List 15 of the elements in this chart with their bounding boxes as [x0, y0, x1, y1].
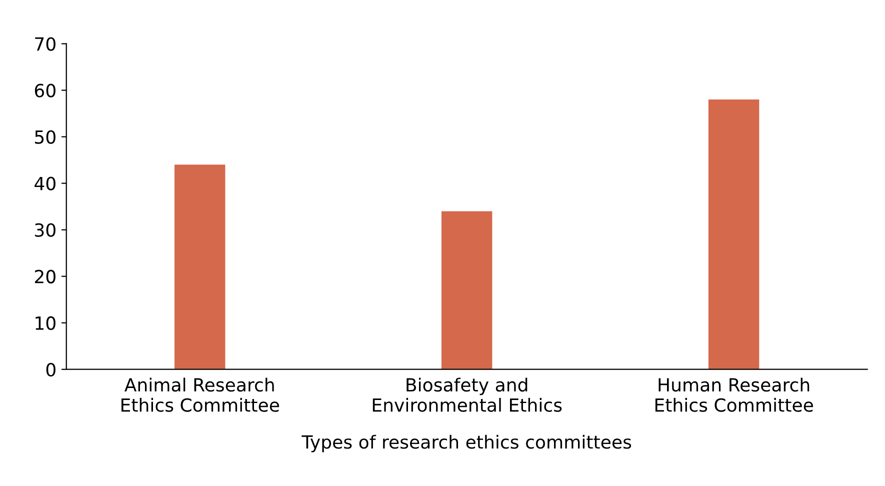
- x-tick-label: Animal Research Ethics Committee: [122, 378, 280, 412]
- y-tick-label: 50: [35, 130, 56, 144]
- y-tick-label: 0: [46, 362, 56, 376]
- bar: [708, 100, 760, 370]
- x-tick-label: Human Research Ethics Committee: [655, 378, 813, 412]
- x-tick-label: Biosafety and Environmental Ethics: [372, 378, 562, 412]
- y-tick-label: 60: [34, 84, 56, 98]
- bar: [441, 211, 492, 370]
- y-tick-label: 30: [35, 223, 56, 237]
- y-tick-label: 70: [35, 37, 56, 51]
- y-tick-label: 10: [36, 316, 56, 330]
- bar: [174, 164, 226, 370]
- y-tick-label: 40: [34, 176, 56, 190]
- x-axis-title: Types of research ethics committees: [302, 434, 632, 452]
- y-tick-label: 20: [35, 270, 56, 284]
